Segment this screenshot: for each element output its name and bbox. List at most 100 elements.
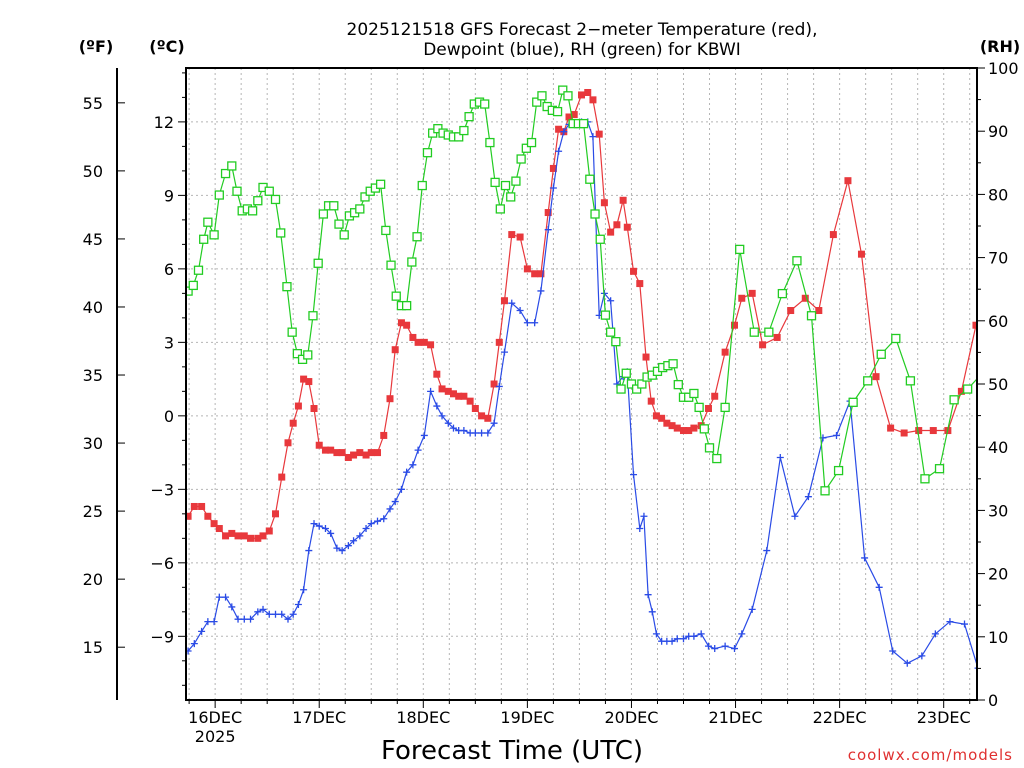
dewpoint-point — [362, 525, 370, 533]
temperature-point — [294, 402, 302, 410]
temperature-point — [690, 424, 698, 432]
relative-humidity-point — [595, 234, 605, 244]
rh-tick-label: 0 — [988, 691, 998, 710]
temperature-point — [222, 532, 230, 540]
temperature-point — [623, 223, 631, 231]
x-tick-label: 18DEC — [396, 708, 450, 727]
dewpoint-point — [338, 547, 346, 555]
temperature-point — [397, 319, 405, 327]
temperature-point — [466, 397, 474, 405]
rh-tick-label: 90 — [988, 122, 1008, 141]
relative-humidity-point — [401, 300, 412, 311]
relative-humidity-point — [993, 355, 1001, 363]
temperature-point — [748, 289, 756, 297]
dewpoint-point — [374, 517, 382, 525]
dewpoint-point — [344, 542, 352, 550]
relative-humidity-point — [464, 112, 474, 122]
dewpoint-point — [294, 600, 302, 608]
temperature-point — [289, 419, 297, 427]
dewpoint-point — [190, 640, 198, 648]
relative-humidity-point — [905, 376, 916, 386]
dewpoint-point — [460, 427, 468, 435]
dewpoint-point — [730, 645, 738, 653]
temperature-point — [642, 353, 650, 361]
temperature-point — [647, 397, 655, 405]
temperature-point — [478, 412, 486, 420]
dewpoint-point — [652, 630, 660, 638]
dewpoint-point — [549, 184, 557, 192]
temperature-point — [636, 280, 644, 288]
temperature-point — [595, 130, 603, 138]
relative-humidity-point — [214, 190, 224, 200]
relative-humidity-point — [600, 310, 611, 320]
temperature-point — [386, 395, 394, 403]
dewpoint-point — [272, 610, 280, 618]
source-credit: coolwx.com/models — [848, 746, 1013, 764]
relative-humidity-point — [355, 204, 365, 214]
relative-humidity-point — [521, 143, 531, 153]
relative-humidity-point — [792, 256, 802, 266]
dewpoint-point — [704, 642, 712, 650]
temperature-point — [972, 321, 977, 329]
x-tick-label: 19DEC — [500, 708, 554, 727]
celsius-tick-label: 3 — [164, 333, 174, 352]
temperature-point — [240, 532, 248, 540]
rh-tick-label: 70 — [988, 249, 1008, 268]
dewpoint-point — [356, 532, 364, 540]
chart-title-line-1: 2025121518 GFS Forecast 2−meter Temperat… — [347, 20, 818, 40]
dewpoint-point — [278, 610, 286, 618]
relative-humidity-point — [532, 97, 542, 107]
dewpoint-point — [438, 412, 446, 420]
temperature-point — [613, 221, 621, 229]
rh-tick-label: 60 — [988, 312, 1008, 331]
dewpoint-point — [523, 319, 531, 327]
temperature-point — [367, 449, 375, 457]
relative-humidity-point — [485, 137, 495, 148]
dewpoint-point — [449, 424, 457, 432]
temperature-point — [652, 412, 660, 420]
dewpoint-point — [508, 299, 516, 307]
dewpoint-point — [516, 307, 524, 315]
temperature-point — [844, 177, 852, 185]
relative-humidity-point — [329, 201, 339, 211]
relative-humidity-point — [209, 230, 219, 240]
temperature-point — [915, 427, 923, 435]
celsius-unit-label: (ºC) — [149, 37, 184, 56]
relative-humidity-point — [188, 280, 198, 291]
temperature-point — [305, 378, 313, 386]
relative-humidity-point — [313, 258, 323, 268]
temperature-point — [254, 534, 262, 542]
relative-humidity-point — [199, 234, 209, 244]
relative-humidity-point — [334, 219, 344, 229]
dewpoint-point — [222, 593, 230, 601]
dewpoint-point — [560, 128, 568, 136]
temperature-point — [721, 348, 729, 356]
dewpoint-point — [327, 529, 335, 537]
temperature-point — [857, 250, 865, 258]
dewpoint-point — [697, 630, 705, 638]
relative-humidity-point — [689, 388, 699, 399]
temperature-point — [259, 532, 267, 540]
dewpoint-point — [636, 525, 644, 533]
temperature-point — [570, 111, 578, 119]
temperature-point — [278, 473, 286, 481]
celsius-tick-label: 9 — [164, 186, 174, 205]
dewpoint-point — [247, 615, 255, 623]
dewpoint-point — [889, 647, 897, 655]
dewpoint-point — [471, 429, 479, 437]
temperature-point — [711, 392, 719, 400]
relative-humidity-point — [673, 379, 683, 390]
relative-humidity-point — [276, 228, 286, 238]
relative-humidity-point — [764, 327, 774, 337]
dewpoint-point — [409, 461, 417, 469]
dewpoint-point — [478, 429, 486, 437]
relative-humidity-point — [777, 288, 788, 299]
temperature-point — [1015, 393, 1022, 400]
relative-humidity-point — [386, 260, 396, 270]
dewpoint-point — [414, 446, 422, 454]
dewpoint-point — [198, 627, 206, 635]
temperature-point — [495, 338, 503, 346]
temperature-point — [759, 341, 767, 349]
dewpoint-point — [961, 620, 969, 628]
dewpoint-point — [305, 547, 313, 555]
